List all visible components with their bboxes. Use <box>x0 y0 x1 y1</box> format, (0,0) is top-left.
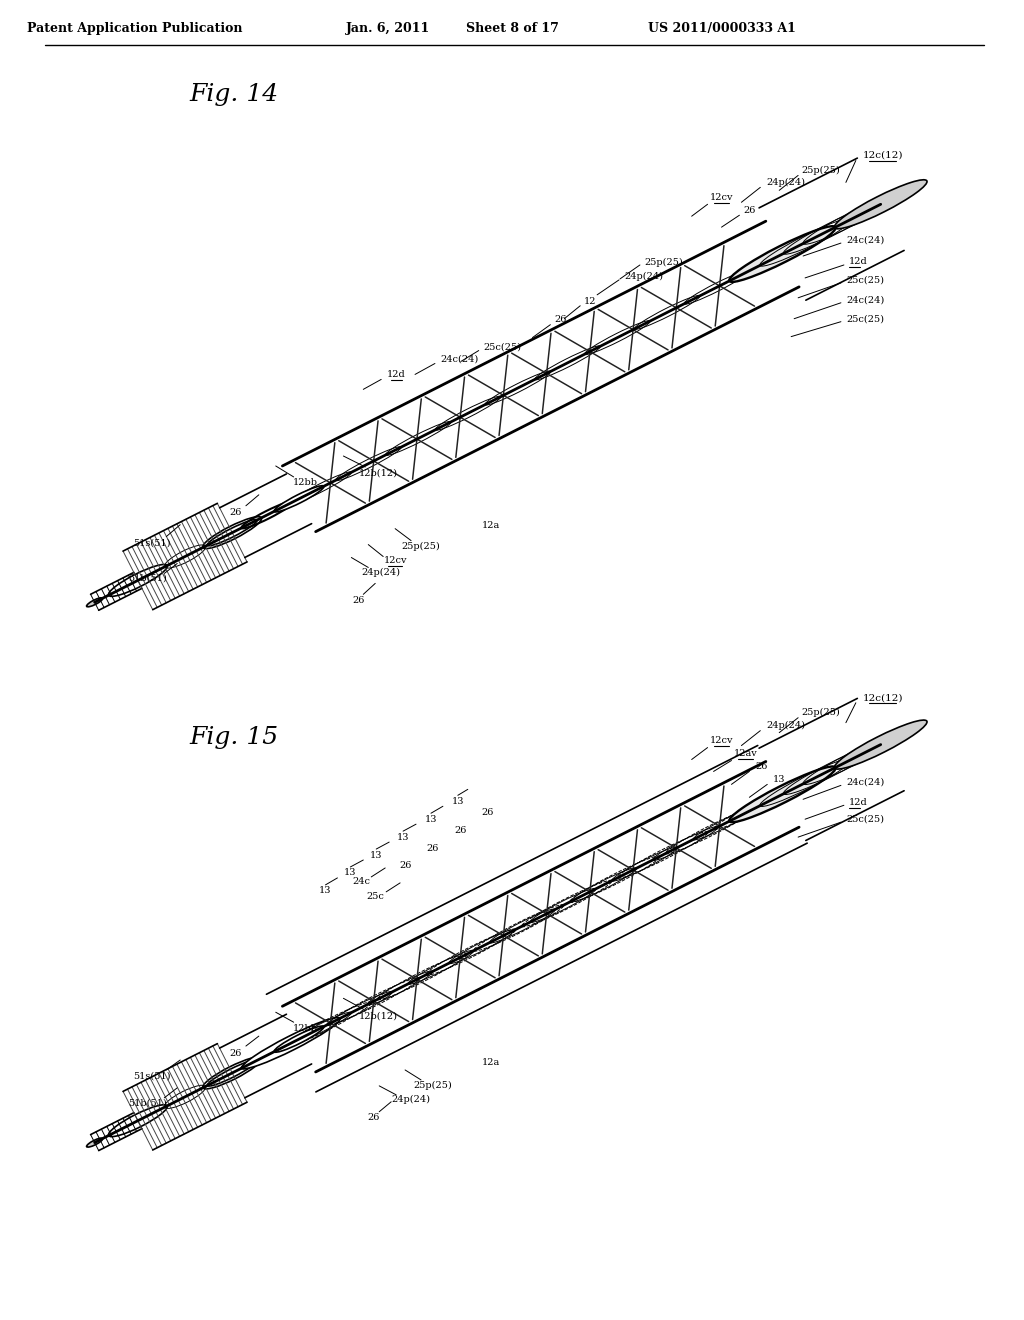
Text: Jan. 6, 2011: Jan. 6, 2011 <box>346 21 430 34</box>
Text: 51s(51): 51s(51) <box>133 1072 171 1081</box>
Text: Fig. 15: Fig. 15 <box>189 726 279 750</box>
Ellipse shape <box>274 486 324 512</box>
Ellipse shape <box>835 721 927 770</box>
Text: 24c(24): 24c(24) <box>846 777 884 787</box>
Text: 12bb: 12bb <box>293 478 318 487</box>
Text: 51s(51): 51s(51) <box>133 539 171 546</box>
Text: 12b(12): 12b(12) <box>358 469 397 478</box>
Text: 26: 26 <box>554 315 566 325</box>
Text: 24p(24): 24p(24) <box>624 272 663 281</box>
Ellipse shape <box>835 180 927 228</box>
Text: 25p(25): 25p(25) <box>414 1081 453 1090</box>
Ellipse shape <box>203 1057 262 1089</box>
Text: 12a: 12a <box>481 521 500 531</box>
Text: 12av: 12av <box>733 748 758 758</box>
Ellipse shape <box>274 1026 324 1052</box>
Text: 25p(25): 25p(25) <box>802 166 841 176</box>
Ellipse shape <box>87 1138 102 1147</box>
Ellipse shape <box>109 1105 167 1137</box>
Text: 26: 26 <box>743 206 756 215</box>
Ellipse shape <box>729 767 836 822</box>
Text: 12a: 12a <box>481 1059 500 1068</box>
Ellipse shape <box>733 768 831 820</box>
Text: 13: 13 <box>773 775 785 784</box>
Text: 25c(25): 25c(25) <box>846 314 884 323</box>
Ellipse shape <box>243 1018 340 1069</box>
Text: 24p(24): 24p(24) <box>391 1096 430 1105</box>
Text: 26: 26 <box>455 825 467 834</box>
Text: 12bb: 12bb <box>293 1024 318 1032</box>
Text: 26: 26 <box>229 508 242 517</box>
Text: 13: 13 <box>370 850 383 859</box>
Text: 24c(24): 24c(24) <box>846 296 884 305</box>
Text: 26: 26 <box>352 595 365 605</box>
Text: 25p(25): 25p(25) <box>802 708 841 717</box>
Text: Fig. 14: Fig. 14 <box>189 83 279 107</box>
Text: 26: 26 <box>755 762 768 771</box>
Text: 12d: 12d <box>387 370 406 379</box>
Text: 13: 13 <box>319 886 332 895</box>
Text: 12cv: 12cv <box>383 556 407 565</box>
Ellipse shape <box>109 565 167 597</box>
Text: 51b(51): 51b(51) <box>128 574 167 583</box>
Text: Sheet 8 of 17: Sheet 8 of 17 <box>466 21 559 34</box>
Text: 24p(24): 24p(24) <box>361 568 400 577</box>
Ellipse shape <box>207 1060 257 1086</box>
Ellipse shape <box>87 598 102 607</box>
Text: 25c(25): 25c(25) <box>846 276 884 284</box>
Text: 26: 26 <box>367 1113 380 1122</box>
Ellipse shape <box>203 516 262 549</box>
Text: 12d: 12d <box>849 797 867 807</box>
Text: 13: 13 <box>425 814 437 824</box>
Text: 26: 26 <box>399 862 412 870</box>
Ellipse shape <box>207 520 257 545</box>
Text: 12d: 12d <box>849 257 867 267</box>
Text: 25c(25): 25c(25) <box>483 342 521 351</box>
Text: 24p(24): 24p(24) <box>767 178 806 187</box>
Text: 26: 26 <box>427 843 439 853</box>
Text: 24p(24): 24p(24) <box>767 721 806 730</box>
Ellipse shape <box>729 226 836 282</box>
Text: 13: 13 <box>397 833 410 842</box>
Text: 25c(25): 25c(25) <box>846 814 884 824</box>
Text: 13: 13 <box>344 869 356 878</box>
Text: 24c(24): 24c(24) <box>440 355 479 364</box>
Text: 25p(25): 25p(25) <box>401 543 440 552</box>
Text: 24c: 24c <box>352 878 371 887</box>
Text: 12: 12 <box>584 297 596 306</box>
Text: 12b(12): 12b(12) <box>358 1011 397 1020</box>
Text: 26: 26 <box>481 808 494 817</box>
Text: 12c(12): 12c(12) <box>862 693 903 702</box>
Text: 12c(12): 12c(12) <box>862 150 903 160</box>
Text: 12cv: 12cv <box>710 193 733 202</box>
Text: 26: 26 <box>229 1048 242 1057</box>
Text: 25c: 25c <box>367 892 384 902</box>
Text: Patent Application Publication: Patent Application Publication <box>27 21 243 34</box>
Text: 13: 13 <box>452 797 464 805</box>
Text: US 2011/0000333 A1: US 2011/0000333 A1 <box>647 21 796 34</box>
Text: 24c(24): 24c(24) <box>846 235 884 244</box>
Text: 12cv: 12cv <box>710 737 733 744</box>
Text: 51b(51): 51b(51) <box>128 1098 167 1107</box>
Text: 25p(25): 25p(25) <box>644 257 683 267</box>
